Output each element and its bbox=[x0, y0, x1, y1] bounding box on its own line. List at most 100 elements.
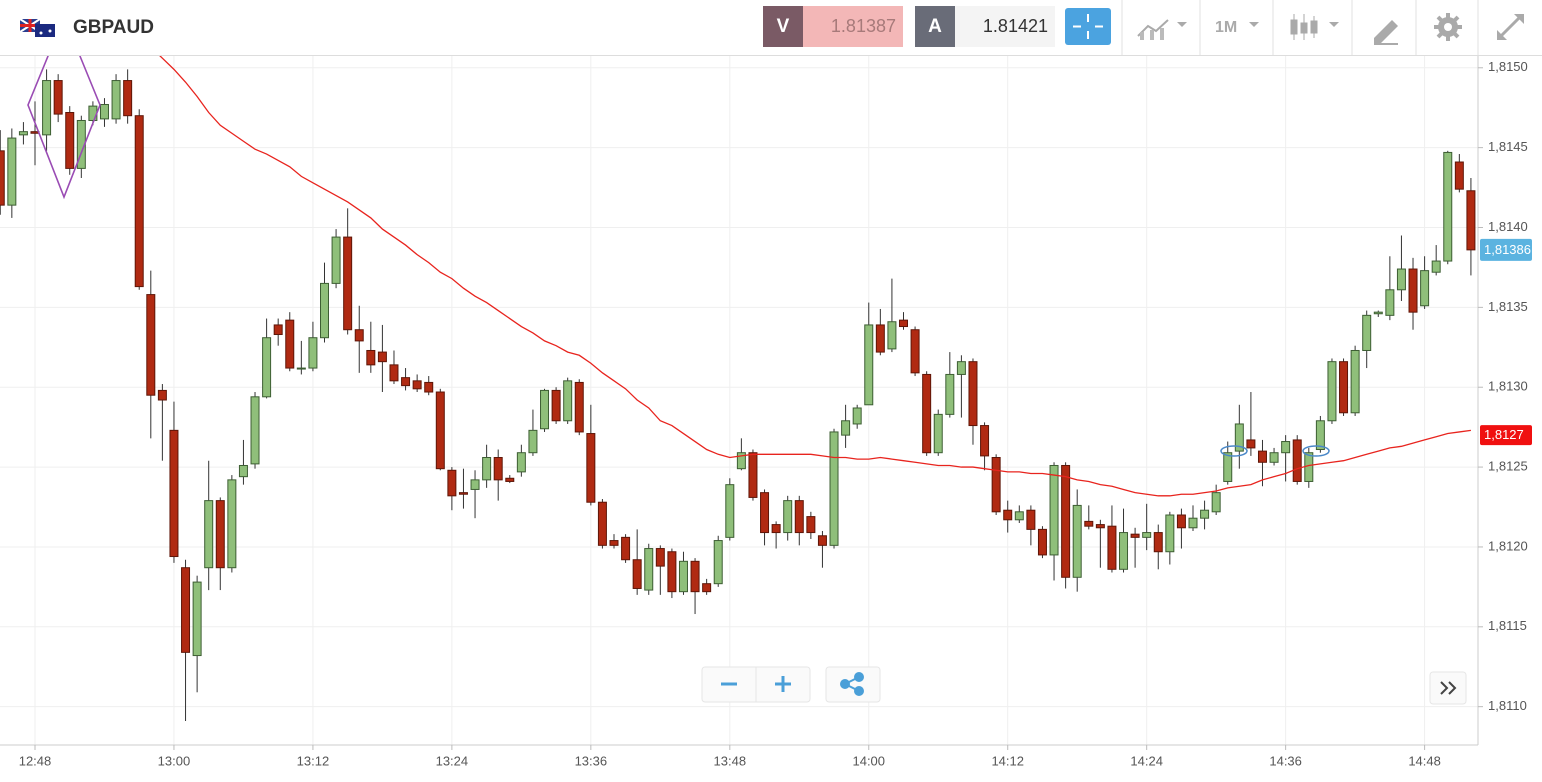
plot-area bbox=[0, 55, 1476, 722]
y-tick-label: 1,8150 bbox=[1488, 59, 1528, 74]
candle-body bbox=[632, 559, 642, 589]
candle-body bbox=[968, 361, 978, 427]
candle-body bbox=[435, 391, 445, 470]
candle-body bbox=[1119, 532, 1129, 570]
candle-body bbox=[1084, 520, 1094, 527]
share-button[interactable] bbox=[825, 666, 881, 703]
candle-body bbox=[192, 581, 202, 657]
candle-body bbox=[1431, 260, 1441, 273]
crosshair-icon bbox=[1073, 14, 1103, 39]
candle-body bbox=[1396, 268, 1406, 291]
candle-body bbox=[1408, 268, 1418, 313]
candle-body bbox=[296, 367, 306, 370]
candle-body bbox=[412, 380, 422, 390]
x-tick-label: 14:24 bbox=[1130, 753, 1163, 768]
candle-body bbox=[42, 80, 52, 136]
candle-body bbox=[215, 500, 225, 569]
candle-body bbox=[1246, 439, 1256, 449]
x-tick-label: 13:12 bbox=[297, 753, 330, 768]
sell-price-box[interactable] bbox=[803, 6, 903, 47]
candle-body bbox=[458, 492, 468, 495]
candle-body bbox=[1234, 423, 1244, 452]
buy-button[interactable] bbox=[915, 6, 955, 47]
candle-body bbox=[308, 337, 318, 369]
candle-body bbox=[238, 464, 248, 478]
candle-body bbox=[88, 105, 98, 121]
candle-body bbox=[644, 548, 654, 591]
candle-body bbox=[586, 433, 596, 503]
candle-body bbox=[123, 80, 133, 117]
candle-body bbox=[146, 294, 156, 396]
candle-body bbox=[262, 337, 272, 398]
candle-body bbox=[760, 492, 770, 534]
candle-body bbox=[852, 407, 862, 425]
candle-body bbox=[354, 329, 364, 342]
candle-body bbox=[1176, 514, 1186, 529]
candle-body bbox=[1072, 504, 1082, 578]
candle-body bbox=[1211, 492, 1221, 513]
y-tick-label: 1,8110 bbox=[1488, 698, 1527, 713]
moving-average-line bbox=[158, 55, 1472, 497]
candle-body bbox=[273, 324, 283, 336]
grid bbox=[0, 55, 1478, 745]
y-tick-label: 1,8125 bbox=[1488, 459, 1528, 474]
x-tick-label: 12:48 bbox=[19, 753, 52, 768]
settings-icon[interactable] bbox=[1434, 13, 1462, 41]
candle-body bbox=[922, 373, 932, 454]
candle-type-icon[interactable] bbox=[1290, 14, 1339, 40]
candle-body bbox=[563, 380, 573, 422]
candle-body bbox=[1269, 452, 1279, 463]
crosshair-button[interactable] bbox=[1065, 8, 1111, 45]
candle-body bbox=[1385, 289, 1395, 316]
y-tick-label: 1,8115 bbox=[1488, 618, 1527, 633]
chart-type-icon[interactable] bbox=[1137, 19, 1187, 40]
candle-body bbox=[493, 457, 503, 481]
candle-body bbox=[1466, 190, 1476, 251]
candle-body bbox=[528, 429, 538, 454]
candle-body bbox=[1095, 524, 1105, 529]
candle-body bbox=[841, 420, 851, 436]
candle-body bbox=[609, 540, 619, 546]
candle-body bbox=[1037, 528, 1047, 556]
candle-body bbox=[702, 583, 712, 593]
candle-body bbox=[250, 396, 260, 465]
candle-body bbox=[1153, 532, 1163, 553]
x-tick-label: 14:48 bbox=[1408, 753, 1441, 768]
flag-icon bbox=[19, 18, 55, 37]
ellipse-drawing[interactable] bbox=[1302, 445, 1330, 457]
candle-body bbox=[65, 112, 75, 169]
candle-body bbox=[389, 364, 399, 382]
buy-price-box[interactable] bbox=[955, 6, 1055, 47]
y-tick-label: 1,8135 bbox=[1488, 299, 1528, 314]
sell-price: 1.81387 bbox=[831, 16, 896, 36]
timeframe[interactable]: 1M bbox=[1215, 19, 1237, 36]
candle-body bbox=[227, 479, 237, 569]
candle-body bbox=[678, 560, 688, 593]
candle-body bbox=[991, 457, 1001, 513]
separators bbox=[1121, 0, 1479, 55]
candle-body bbox=[482, 457, 492, 481]
draw-tool-icon[interactable] bbox=[1374, 20, 1398, 45]
candle-body bbox=[447, 469, 457, 497]
expand-icon[interactable] bbox=[1497, 14, 1524, 40]
buy-price: 1.81421 bbox=[983, 16, 1048, 36]
candle-body bbox=[980, 425, 990, 457]
candle-body bbox=[829, 431, 839, 546]
candle-body bbox=[945, 373, 955, 415]
candle-body bbox=[331, 236, 341, 284]
zoom-in-button[interactable] bbox=[775, 676, 791, 692]
candle-body bbox=[111, 80, 121, 120]
candle-body bbox=[1049, 464, 1059, 556]
y-tick-label: 1,8130 bbox=[1488, 379, 1528, 394]
candle-body bbox=[1188, 517, 1198, 529]
candle-body bbox=[899, 319, 908, 328]
ellipse-drawing[interactable] bbox=[1220, 445, 1248, 457]
diamond-drawing[interactable] bbox=[27, 14, 101, 200]
candle-body bbox=[1257, 450, 1267, 463]
sell-button[interactable] bbox=[763, 6, 803, 47]
candle-body bbox=[574, 381, 584, 433]
buy-label: A bbox=[928, 16, 942, 37]
candle-body bbox=[1061, 464, 1071, 578]
candle-body bbox=[551, 389, 561, 422]
